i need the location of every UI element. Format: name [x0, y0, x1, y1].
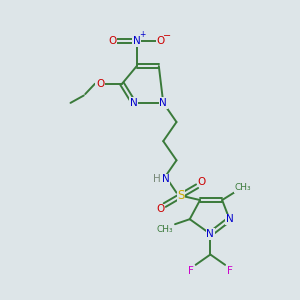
Text: F: F	[226, 266, 232, 276]
Text: N: N	[130, 98, 138, 108]
Text: CH₃: CH₃	[156, 225, 173, 234]
Text: N: N	[162, 174, 170, 184]
Text: N: N	[206, 229, 214, 239]
Text: CH₃: CH₃	[234, 183, 251, 192]
Text: O: O	[96, 79, 104, 89]
Text: O: O	[156, 205, 164, 214]
Text: S: S	[177, 189, 184, 202]
Text: O: O	[197, 177, 206, 187]
Text: N: N	[226, 214, 233, 224]
Text: F: F	[188, 266, 194, 276]
Text: N: N	[133, 36, 141, 46]
Text: H: H	[153, 174, 160, 184]
Text: O: O	[156, 36, 164, 46]
Text: −: −	[163, 31, 171, 41]
Text: +: +	[139, 30, 145, 39]
Text: N: N	[159, 98, 167, 108]
Text: O: O	[109, 36, 117, 46]
